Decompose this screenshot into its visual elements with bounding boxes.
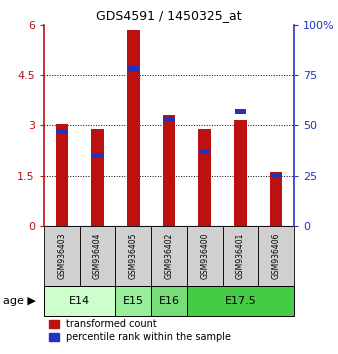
Bar [163, 115, 175, 226]
Text: E15: E15 [123, 296, 144, 306]
Bar [92, 153, 103, 158]
Legend: transformed count, percentile rank within the sample: transformed count, percentile rank withi… [49, 319, 231, 342]
Bar [270, 172, 283, 226]
Text: E17.5: E17.5 [224, 296, 256, 306]
Text: GSM936402: GSM936402 [165, 233, 173, 279]
Bar [127, 30, 140, 226]
FancyBboxPatch shape [115, 226, 151, 286]
Bar [234, 120, 247, 226]
FancyBboxPatch shape [151, 286, 187, 316]
Text: age ▶: age ▶ [3, 296, 36, 306]
Text: GSM936403: GSM936403 [57, 233, 66, 279]
FancyBboxPatch shape [44, 226, 80, 286]
FancyBboxPatch shape [115, 286, 151, 316]
FancyBboxPatch shape [187, 226, 223, 286]
Text: GSM936405: GSM936405 [129, 233, 138, 279]
Text: E16: E16 [159, 296, 179, 306]
Title: GDS4591 / 1450325_at: GDS4591 / 1450325_at [96, 9, 242, 22]
Bar [91, 129, 104, 226]
FancyBboxPatch shape [258, 226, 294, 286]
Bar [198, 129, 211, 226]
Text: GSM936400: GSM936400 [200, 233, 209, 279]
Bar [199, 149, 210, 154]
FancyBboxPatch shape [44, 286, 115, 316]
Bar [56, 129, 68, 134]
Text: GSM936401: GSM936401 [236, 233, 245, 279]
Bar [128, 67, 139, 72]
Bar [55, 124, 68, 226]
Bar [235, 109, 246, 114]
FancyBboxPatch shape [151, 226, 187, 286]
Text: E14: E14 [69, 296, 90, 306]
Bar [270, 173, 282, 178]
FancyBboxPatch shape [80, 226, 115, 286]
FancyBboxPatch shape [187, 286, 294, 316]
FancyBboxPatch shape [223, 226, 258, 286]
Bar [163, 117, 175, 122]
Text: GSM936406: GSM936406 [272, 233, 281, 279]
Text: GSM936404: GSM936404 [93, 233, 102, 279]
